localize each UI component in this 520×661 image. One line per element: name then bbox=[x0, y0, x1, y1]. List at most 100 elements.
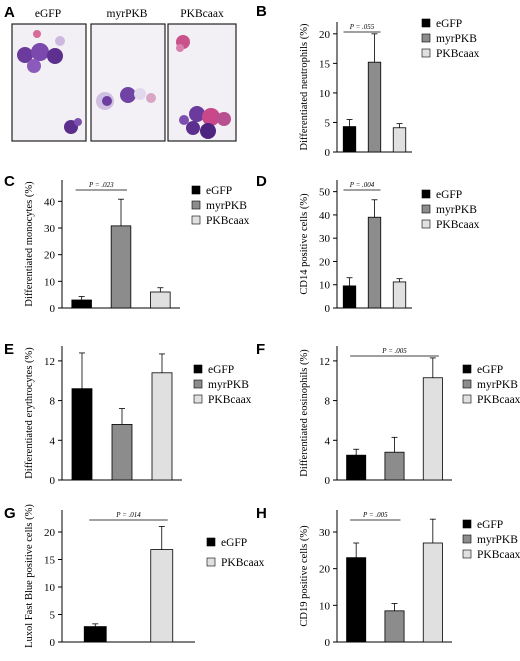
y-tick-label: 15 bbox=[319, 58, 331, 70]
bar-egfp bbox=[71, 388, 93, 481]
bar-myrpkb bbox=[367, 216, 382, 309]
y-tick-label: 0 bbox=[50, 303, 56, 315]
legend-label: PKBcaax bbox=[436, 219, 480, 231]
legend-label: PKBcaax bbox=[208, 394, 252, 406]
y-tick-label: 30 bbox=[319, 233, 331, 245]
bar-pkbcaax bbox=[150, 291, 171, 309]
bar-myrpkb bbox=[367, 61, 382, 153]
y-tick-label: 50 bbox=[319, 187, 331, 199]
panel-e-chart: E 0 4 8 12 Differentiated erythrocytes (%) eGF… bbox=[4, 341, 252, 487]
y-tick-label: 40 bbox=[319, 210, 331, 222]
y-tick-label: 0 bbox=[50, 637, 56, 649]
y-tick-label: 15 bbox=[44, 555, 56, 567]
bar-pkbcaax bbox=[150, 549, 174, 643]
legend-swatch bbox=[191, 200, 201, 210]
y-tick-label: 20 bbox=[319, 29, 331, 41]
panel-letter: A bbox=[4, 4, 15, 21]
bar-egfp bbox=[346, 454, 367, 481]
panel-letter: E bbox=[4, 341, 14, 358]
legend-swatch bbox=[191, 185, 201, 195]
panel-letter: D bbox=[256, 173, 267, 190]
y-tick-label: 5 bbox=[50, 610, 56, 622]
legend-label: myrPKB bbox=[436, 33, 477, 45]
legend-swatch bbox=[421, 48, 431, 58]
y-tick-label: 40 bbox=[44, 196, 56, 208]
legend-label: PKBcaax bbox=[477, 394, 520, 406]
y-tick-label: 20 bbox=[44, 250, 56, 262]
panel-letter: B bbox=[256, 3, 267, 20]
legend-swatch bbox=[462, 364, 472, 374]
y-tick-label: 20 bbox=[44, 527, 56, 539]
legend-label: PKBcaax bbox=[221, 557, 265, 569]
panel-letter: H bbox=[256, 505, 267, 522]
panel-a-micrographs: A eGFP myrPKB PKBcaax bbox=[4, 4, 237, 142]
bar-myrpkb bbox=[384, 610, 405, 643]
y-tick-label: 0 bbox=[325, 147, 331, 159]
y-tick-label: 10 bbox=[319, 600, 331, 612]
panel-g-chart: G 0 5 10 15 20 Luxol Fast Blue positive cells … bbox=[4, 504, 265, 649]
y-tick-label: 0 bbox=[50, 475, 56, 487]
bar-pkbcaax bbox=[151, 372, 173, 481]
charts-layer: B 0 5 10 15 20 Differentiated neutrophils (%) P… bbox=[4, 3, 520, 649]
legend-swatch bbox=[193, 394, 203, 404]
legend-swatch bbox=[421, 189, 431, 199]
y-tick-label: 0 bbox=[325, 303, 331, 315]
y-tick-label: 20 bbox=[319, 564, 331, 576]
bar-egfp bbox=[71, 299, 92, 309]
legend-swatch bbox=[206, 557, 216, 567]
y-tick-label: 30 bbox=[319, 527, 331, 539]
legend-swatch bbox=[421, 33, 431, 43]
p-value-label: P = .004 bbox=[349, 181, 375, 189]
legend-swatch bbox=[191, 215, 201, 225]
image-label-myrpkb: myrPKB bbox=[107, 8, 148, 20]
y-axis-label: Differentiated neutrophils (%) bbox=[299, 23, 310, 150]
legend-label: myrPKB bbox=[477, 379, 518, 391]
y-tick-label: 10 bbox=[319, 280, 331, 292]
image-label-egfp: eGFP bbox=[35, 8, 61, 20]
panel-c-chart: C 0 10 20 30 40 Differentiated monocytes (%) P … bbox=[4, 173, 250, 315]
y-tick-label: 20 bbox=[319, 256, 331, 268]
legend-label: myrPKB bbox=[477, 534, 518, 546]
legend-label: PKBcaax bbox=[477, 549, 520, 561]
legend-swatch bbox=[462, 534, 472, 544]
y-axis-label: Differentiated eosinophils (%) bbox=[299, 349, 310, 477]
bar-egfp bbox=[342, 126, 357, 153]
legend-label: PKBcaax bbox=[206, 215, 250, 227]
bar-pkbcaax bbox=[392, 127, 407, 153]
legend-swatch bbox=[193, 364, 203, 374]
legend-label: myrPKB bbox=[206, 200, 247, 212]
y-axis-label: CD19 positive cells (%) bbox=[299, 525, 310, 627]
legend-swatch bbox=[462, 379, 472, 389]
y-tick-label: 30 bbox=[44, 223, 56, 235]
panel-b-chart: B 0 5 10 15 20 Differentiated neutrophils (%) P… bbox=[256, 3, 480, 159]
y-tick-label: 12 bbox=[319, 356, 330, 368]
bar-pkbcaax bbox=[392, 281, 407, 309]
legend-label: myrPKB bbox=[436, 204, 477, 216]
p-value-label: P = .014 bbox=[115, 511, 141, 519]
legend-label: myrPKB bbox=[208, 379, 249, 391]
p-value-label: P = .005 bbox=[362, 511, 388, 519]
y-tick-label: 5 bbox=[325, 117, 331, 129]
legend-label: eGFP bbox=[208, 364, 234, 376]
micrograph-egfp bbox=[11, 23, 87, 142]
micrograph-myrpkb bbox=[90, 23, 166, 142]
legend-swatch bbox=[193, 379, 203, 389]
y-tick-label: 8 bbox=[325, 396, 331, 408]
y-tick-label: 4 bbox=[50, 435, 56, 447]
bar-myrpkb bbox=[111, 424, 133, 481]
bar-myrpkb bbox=[110, 225, 132, 309]
legend-label: eGFP bbox=[436, 189, 462, 201]
bar-egfp bbox=[346, 557, 367, 643]
y-axis-label: Differentiated erythrocytes (%) bbox=[24, 347, 35, 479]
bar-pkbcaax bbox=[422, 377, 443, 481]
bar-pkbcaax bbox=[422, 542, 443, 643]
legend-swatch bbox=[421, 18, 431, 28]
legend-swatch bbox=[462, 519, 472, 529]
y-tick-label: 10 bbox=[319, 88, 331, 100]
panel-letter: F bbox=[256, 341, 265, 358]
legend-label: PKBcaax bbox=[436, 48, 480, 60]
y-tick-label: 0 bbox=[325, 475, 331, 487]
legend-swatch bbox=[421, 204, 431, 214]
p-value-label: P = .023 bbox=[88, 181, 114, 189]
